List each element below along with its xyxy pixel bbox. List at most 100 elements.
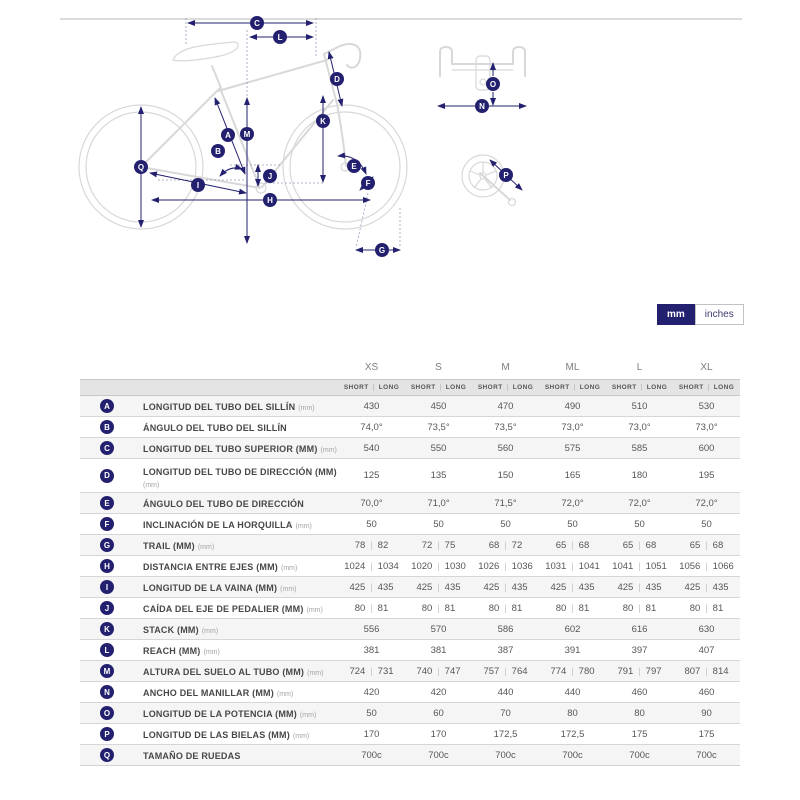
row-label-wrap: LONGITUD DEL TUBO DE DIRECCIÓN (MM) (mm) — [143, 462, 337, 489]
value: 510 — [631, 400, 648, 412]
svg-text:P: P — [503, 171, 509, 180]
row-label-wrap: LONGITUD DEL TUBO SUPERIOR (MM) (mm) — [143, 439, 337, 457]
value: 556 — [363, 623, 380, 635]
divider: | — [640, 384, 643, 391]
short-long-values: 791 | 797 — [606, 666, 673, 677]
bike-illustration: C L D A B M K J I Q H E F G O N P — [78, 16, 527, 257]
cell-G-L: 65 | 68 — [606, 534, 673, 556]
value: 600 — [698, 442, 715, 454]
cell-J-XS: 80 | 81 — [338, 597, 405, 619]
divider: | — [437, 582, 440, 592]
row-label-cell: G TRAIL (MM) (mm) — [80, 534, 338, 556]
unit-inches-button[interactable]: inches — [694, 304, 744, 325]
short-long-values: 72 | 75 — [405, 540, 472, 551]
value: 73,0° — [561, 421, 584, 433]
long-value: 72 — [511, 539, 523, 551]
value: 381 — [430, 644, 447, 656]
cell-G-S: 72 | 75 — [405, 534, 472, 556]
unit-mm-button[interactable]: mm — [657, 304, 695, 325]
long-value: 797 — [645, 665, 662, 677]
long-label: LONG — [646, 384, 668, 391]
long-value: 75 — [444, 539, 456, 551]
row-label-wrap: TAMAÑO DE RUEDAS — [143, 746, 241, 764]
cell-F-S: 50 — [405, 513, 472, 535]
cell-L-XS: 381 — [338, 639, 405, 661]
short-value: 80 — [488, 602, 500, 614]
value: 387 — [497, 644, 514, 656]
subheader-corner — [80, 379, 338, 396]
divider: | — [638, 666, 641, 676]
short-long-values: 65 | 68 — [673, 540, 740, 551]
cell-P-XL: 175 — [673, 723, 740, 745]
short-value: 425 — [483, 581, 500, 593]
cell-A-XS: 430 — [338, 395, 405, 417]
cell-M-L: 791 | 797 — [606, 660, 673, 682]
value: 73,0° — [695, 421, 718, 433]
cell-I-L: 425 | 435 — [606, 576, 673, 598]
cell-E-L: 72,0° — [606, 492, 673, 514]
short-long-values: 425 | 435 — [539, 582, 606, 593]
cell-N-S: 420 — [405, 681, 472, 703]
svg-text:H: H — [267, 196, 273, 205]
long-value: 1030 — [444, 560, 466, 572]
value: 72,0° — [628, 497, 651, 509]
row-letter-badge: H — [100, 559, 114, 573]
short-value: 80 — [689, 602, 701, 614]
short-long-values: 78 | 82 — [338, 540, 405, 551]
short-long-values: 80 | 81 — [472, 603, 539, 614]
short-long-values: 740 | 747 — [405, 666, 472, 677]
row-letter-badge: M — [100, 664, 114, 678]
short-value: 65 — [689, 539, 701, 551]
divider: | — [437, 666, 440, 676]
cell-D-ML: 165 — [539, 458, 606, 493]
row-letter-badge: C — [100, 441, 114, 455]
row-letter-badge: O — [100, 706, 114, 720]
value: 585 — [631, 442, 648, 454]
cell-H-XS: 1024 | 1034 — [338, 555, 405, 577]
row-letter-badge: D — [100, 468, 114, 483]
row-label: CAÍDA DEL EJE DE PEDALIER (MM) — [143, 604, 304, 614]
row-label: INCLINACIÓN DE LA HORQUILLA — [143, 520, 293, 530]
value: 70 — [500, 707, 511, 719]
row-label: LONGITUD DEL TUBO SUPERIOR (MM) — [143, 444, 318, 454]
unit-note: (mm) — [201, 628, 219, 635]
value: 90 — [701, 707, 712, 719]
short-value: 65 — [555, 539, 567, 551]
short-value: 1026 — [478, 560, 500, 572]
value: 50 — [366, 518, 377, 530]
row-letter-badge: A — [100, 399, 114, 413]
cell-L-ML: 391 — [539, 639, 606, 661]
svg-text:M: M — [244, 130, 251, 139]
divider: | — [370, 666, 373, 676]
long-value: 68 — [578, 539, 590, 551]
short-long-values: 425 | 435 — [338, 582, 405, 593]
value: 700c — [361, 749, 382, 761]
cell-M-ML: 774 | 780 — [539, 660, 606, 682]
value: 125 — [363, 470, 380, 481]
subheader-S: SHORT | LONG — [405, 379, 472, 396]
row-letter-badge: N — [100, 685, 114, 699]
long-value: 81 — [712, 602, 724, 614]
value: 73,0° — [628, 421, 651, 433]
row-label: LONGITUD DE LAS BIELAS (MM) — [143, 730, 290, 740]
table-row-G: G TRAIL (MM) (mm) 78 | 82 72 | 75 68 | 72 65 | 68 65 | 68… — [80, 534, 740, 556]
cell-B-ML: 73,0° — [539, 416, 606, 438]
value: 420 — [363, 686, 380, 698]
long-value: 435 — [645, 581, 662, 593]
svg-text:L: L — [278, 33, 283, 42]
cell-F-XS: 50 — [338, 513, 405, 535]
value: 50 — [366, 707, 377, 719]
value: 420 — [430, 686, 447, 698]
divider: | — [571, 582, 574, 592]
long-value: 731 — [377, 665, 394, 677]
svg-text:G: G — [379, 246, 385, 255]
cell-H-L: 1041 | 1051 — [606, 555, 673, 577]
cell-E-ML: 72,0° — [539, 492, 606, 514]
diagram-badge-E: E — [347, 159, 361, 173]
divider: | — [370, 561, 373, 571]
cell-F-XL: 50 — [673, 513, 740, 535]
table-row-K: K STACK (MM) (mm) 556 570 586 602 616 630 — [80, 618, 740, 640]
row-label-wrap: ÁNGULO DEL TUBO DEL SILLÍN — [143, 418, 287, 436]
cell-P-XS: 170 — [338, 723, 405, 745]
top-divider — [60, 18, 742, 20]
